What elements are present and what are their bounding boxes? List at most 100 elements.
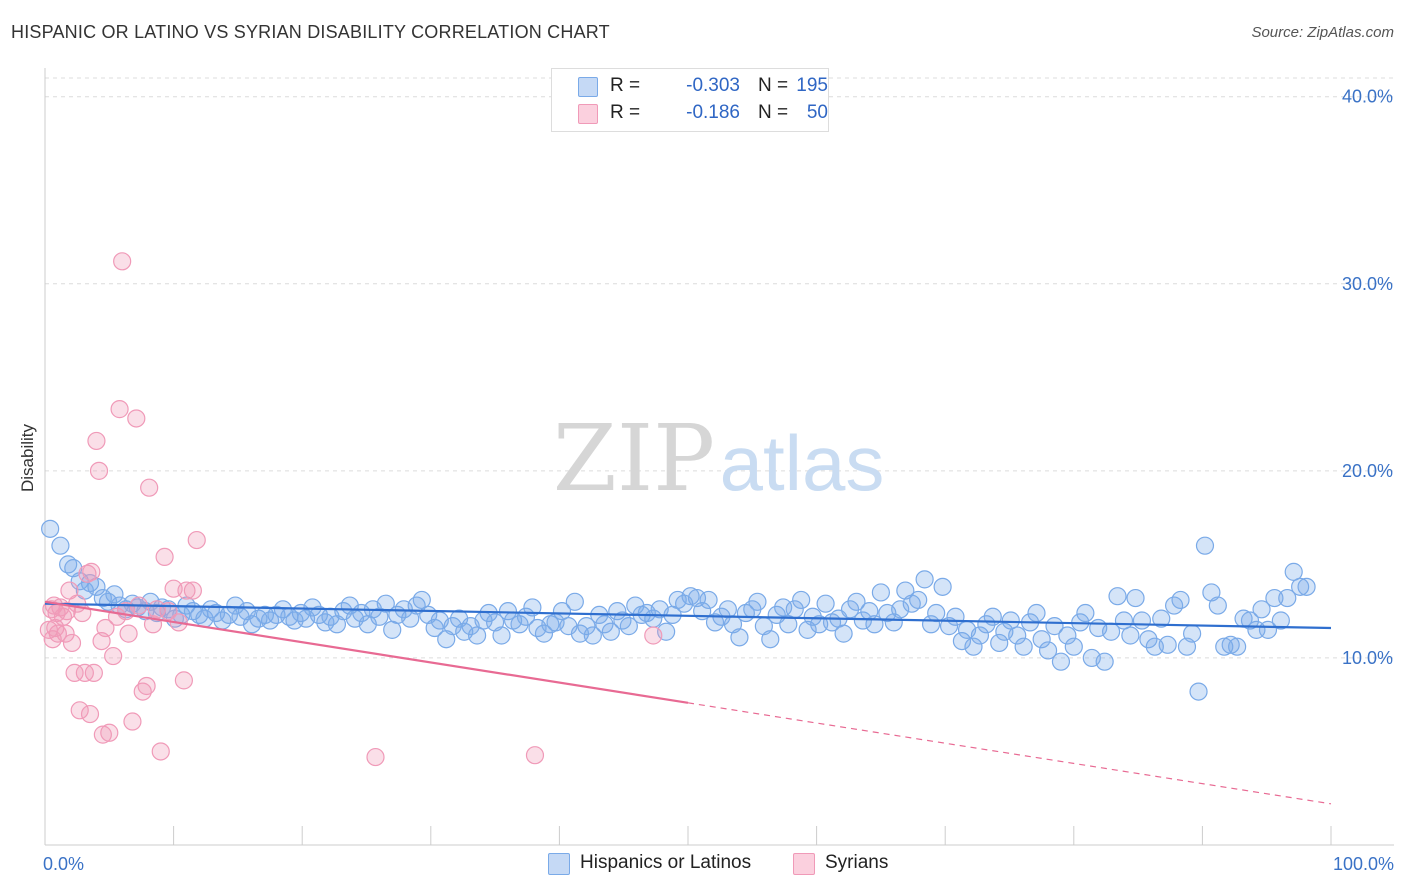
data-point [952,631,972,651]
source-label: Source: ZipAtlas.com [1251,24,1394,41]
data-point [884,613,903,632]
data-point [699,590,718,610]
data-point [730,628,749,647]
data-point [1284,562,1303,581]
data-point [467,626,487,645]
data-point [303,598,322,617]
r-value: -0.303 [686,75,740,96]
data-point [1221,635,1240,654]
data-point [56,624,75,643]
data-point [1152,609,1171,628]
data-point [226,596,245,615]
data-point [62,633,82,653]
data-point [1076,603,1095,623]
r-label: R = [610,102,641,123]
data-point [909,590,928,610]
data-point [1001,611,1020,630]
data-point [525,746,545,765]
data-point [644,626,663,645]
data-point [1032,630,1051,649]
data-point [98,592,118,611]
data-point [1008,626,1027,645]
data-point [127,409,146,428]
data-point [1108,587,1127,606]
data-point [113,252,132,271]
legend-swatch-hispanic [548,853,570,875]
data-point [316,613,335,632]
data-point [891,600,910,619]
n-label: N = [758,102,789,123]
data-point [896,581,915,600]
data-point [1252,600,1271,619]
r-value: -0.186 [686,102,740,123]
data-point [177,581,196,600]
data-point [1258,620,1278,639]
data-point [370,607,389,626]
data-point [137,676,156,696]
data-point [1240,611,1260,630]
data-point [105,585,124,604]
data-point [1139,630,1158,649]
data-point [1058,626,1077,645]
data-point [1291,577,1310,596]
y-tick-label-30: 30.0% [1342,274,1393,294]
data-point [498,602,518,621]
data-point [915,570,934,589]
watermark-atlas: atlas [720,419,885,507]
legend-swatch-syrian [793,853,815,875]
data-point [1195,536,1215,555]
data-point [792,590,811,610]
data-point [437,630,456,649]
data-point [93,725,112,744]
grid-lines [45,77,1394,659]
n-value: 50 [806,102,828,123]
n-label: N = [758,75,789,96]
trend-line-1 [44,600,689,704]
data-point [774,598,793,617]
data-point [748,592,767,611]
data-point [87,431,106,451]
data-point [816,594,835,613]
data-point [1158,635,1177,654]
watermark-zip: ZIP [553,405,715,512]
data-point [1038,641,1058,660]
data-point [1121,626,1140,645]
data-point [174,671,193,690]
data-point [583,626,602,645]
data-point [964,637,983,656]
legend-label-hispanic: Hispanics or Latinos [580,852,752,873]
data-point [1278,588,1297,608]
data-point [51,536,70,555]
stats-swatch-syrian [578,104,598,124]
data-point [80,704,100,724]
data-point [41,519,60,538]
y-tick-label-10: 10.0% [1342,648,1393,668]
r-label: R = [610,75,641,96]
data-point [309,605,329,625]
data-point [1132,611,1152,630]
trend-lines [44,600,1332,805]
data-point [1126,588,1145,608]
data-point [834,624,853,643]
data-point [82,562,101,581]
y-tick-label-40: 40.0% [1342,87,1393,107]
data-point [510,615,529,634]
data-point [327,615,347,634]
data-point [565,592,584,611]
data-point [853,611,872,630]
n-value: 195 [796,75,828,96]
data-point [100,723,119,742]
data-point [155,547,174,567]
data-point [619,617,638,636]
data-point [443,617,462,636]
x-tick-label-max: 100.0% [1333,854,1394,874]
data-point [1064,637,1083,656]
tick-labels: 10.0% 20.0% 30.0% 40.0% 0.0% 100.0% [43,87,1394,874]
data-point [871,583,891,602]
legend-label-syrian: Syrians [825,852,889,873]
data-point [1189,682,1208,701]
data-point [285,611,304,630]
data-point [89,461,109,480]
data-point [70,701,89,720]
